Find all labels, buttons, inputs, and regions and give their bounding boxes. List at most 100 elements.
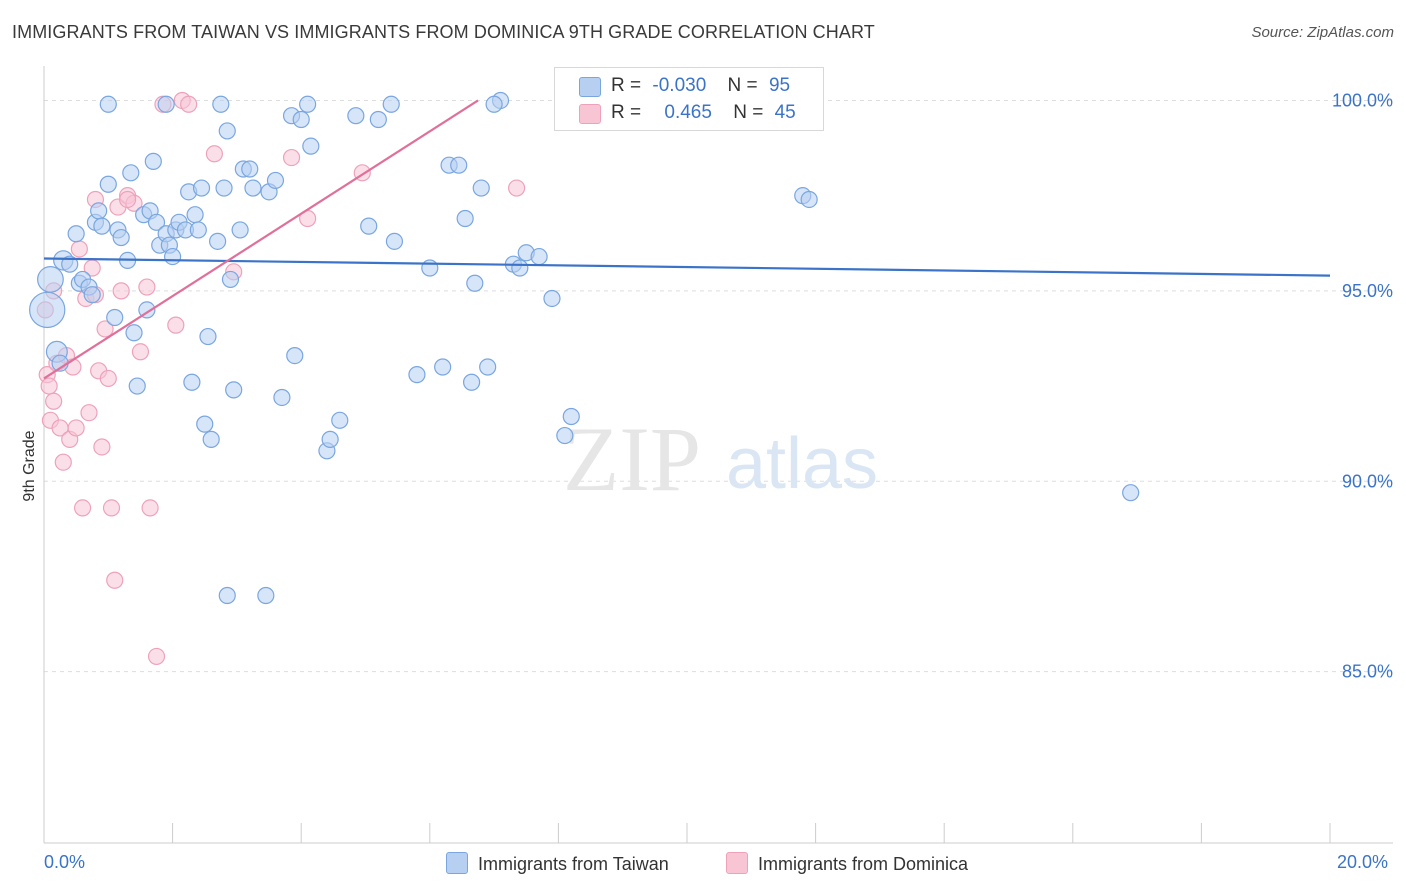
legend-swatch-dominica: [579, 104, 601, 124]
x-tick-label-max: 20.0%: [1337, 852, 1389, 872]
source-label: Source: ZipAtlas.com: [1251, 24, 1394, 41]
taiwan-point: [164, 247, 182, 266]
taiwan-point: [347, 107, 365, 125]
dominica-point: [80, 404, 98, 422]
taiwan-point: [221, 270, 240, 289]
taiwan-point: [385, 232, 404, 250]
dominica-point: [112, 282, 130, 300]
dominica-point: [99, 369, 117, 388]
taiwan-point: [321, 430, 339, 448]
taiwan-point: [450, 156, 468, 174]
taiwan-point: [106, 308, 124, 327]
dominica-point: [282, 148, 301, 167]
taiwan-point: [408, 366, 426, 384]
taiwan-point: [241, 160, 259, 178]
taiwan-point: [556, 426, 574, 445]
taiwan-point: [479, 358, 497, 376]
taiwan-point: [199, 327, 217, 346]
y-tick-label: 90.0%: [1342, 471, 1393, 491]
taiwan-point: [157, 95, 175, 113]
taiwan-point: [299, 95, 317, 113]
dominica-point: [67, 419, 85, 437]
taiwan-point: [462, 373, 481, 391]
taiwan-point: [67, 225, 85, 243]
taiwan-point: [266, 171, 285, 190]
legend-r-value-dominica: 0.465: [664, 102, 712, 123]
taiwan-point: [286, 346, 304, 365]
dominica-point: [73, 499, 92, 517]
taiwan-point: [472, 179, 490, 197]
taiwan-point: [186, 206, 204, 224]
dominica-point: [102, 499, 121, 517]
taiwan-point: [434, 358, 452, 376]
taiwan-point: [147, 213, 166, 231]
taiwan-point: [209, 232, 227, 250]
taiwan-point: [331, 411, 349, 429]
legend-n-value-taiwan: 95: [768, 75, 791, 96]
taiwan-point: [202, 430, 220, 448]
taiwan-point: [360, 217, 378, 235]
dominica-point: [96, 320, 114, 338]
taiwan-point: [90, 202, 108, 220]
series-dominica: [36, 91, 526, 666]
dominica-point: [40, 377, 58, 395]
taiwan-point: [302, 137, 320, 155]
x-tick-label-min: 0.0%: [44, 852, 86, 872]
taiwan-point: [215, 179, 233, 197]
taiwan-point: [244, 179, 262, 197]
dominica-point: [45, 392, 63, 410]
taiwan-point: [382, 95, 400, 113]
watermark: ZIP atlas: [563, 408, 878, 510]
dominica-point: [106, 571, 124, 589]
watermark-atlas: atlas: [726, 424, 878, 504]
y-tick-labels: 85.0% 90.0% 95.0% 100.0%: [1332, 90, 1393, 681]
taiwan-point: [189, 221, 207, 239]
taiwan-point: [83, 286, 101, 304]
axes: [43, 66, 1393, 844]
legend-n-label: N =: [727, 75, 758, 96]
dominica-point: [141, 499, 159, 517]
taiwan-point: [218, 122, 236, 140]
bottom-legend-dominica: Immigrants from Dominica: [726, 852, 968, 875]
dominica-point: [131, 343, 150, 361]
dominica-point: [54, 453, 72, 471]
bottom-legend-swatch-taiwan: [446, 852, 468, 874]
taiwan-point: [257, 586, 275, 605]
dominica-point: [70, 240, 88, 258]
taiwan-point: [800, 190, 818, 209]
taiwan-point: [225, 381, 243, 399]
legend-r-label: R =: [611, 75, 642, 96]
y-axis-title: 9th Grade: [21, 430, 38, 501]
bottom-legend-label-dominica: Immigrants from Dominica: [758, 854, 969, 874]
taiwan-point: [122, 164, 140, 182]
series-taiwan: [29, 91, 1140, 605]
dominica-point: [138, 278, 156, 296]
taiwan-point: [99, 175, 117, 193]
chart-title: IMMIGRANTS FROM TAIWAN VS IMMIGRANTS FRO…: [12, 22, 875, 42]
bottom-legend-taiwan: Immigrants from Taiwan: [446, 852, 669, 875]
taiwan-point: [29, 291, 66, 329]
taiwan-point: [37, 266, 64, 293]
taiwan-point: [128, 377, 146, 395]
taiwan-point: [231, 221, 249, 239]
legend-r-value-taiwan: -0.030: [652, 75, 707, 96]
taiwan-point: [93, 217, 111, 235]
dominica-point: [508, 179, 526, 197]
dominica-point: [180, 95, 198, 113]
y-tick-label: 95.0%: [1342, 281, 1393, 301]
taiwan-point: [511, 259, 529, 277]
y-tick-label: 85.0%: [1342, 662, 1393, 682]
taiwan-point: [369, 110, 387, 129]
taiwan-point: [144, 152, 162, 170]
taiwan-point: [456, 209, 474, 228]
bottom-legend-label-taiwan: Immigrants from Taiwan: [478, 854, 669, 874]
dominica-point: [147, 647, 166, 666]
taiwan-point: [61, 255, 79, 273]
taiwan-point: [192, 179, 211, 197]
taiwan-point: [530, 247, 548, 266]
y-tick-label: 100.0%: [1332, 90, 1393, 110]
taiwan-point: [421, 259, 439, 277]
taiwan-point: [212, 95, 230, 113]
taiwan-point: [125, 324, 143, 342]
